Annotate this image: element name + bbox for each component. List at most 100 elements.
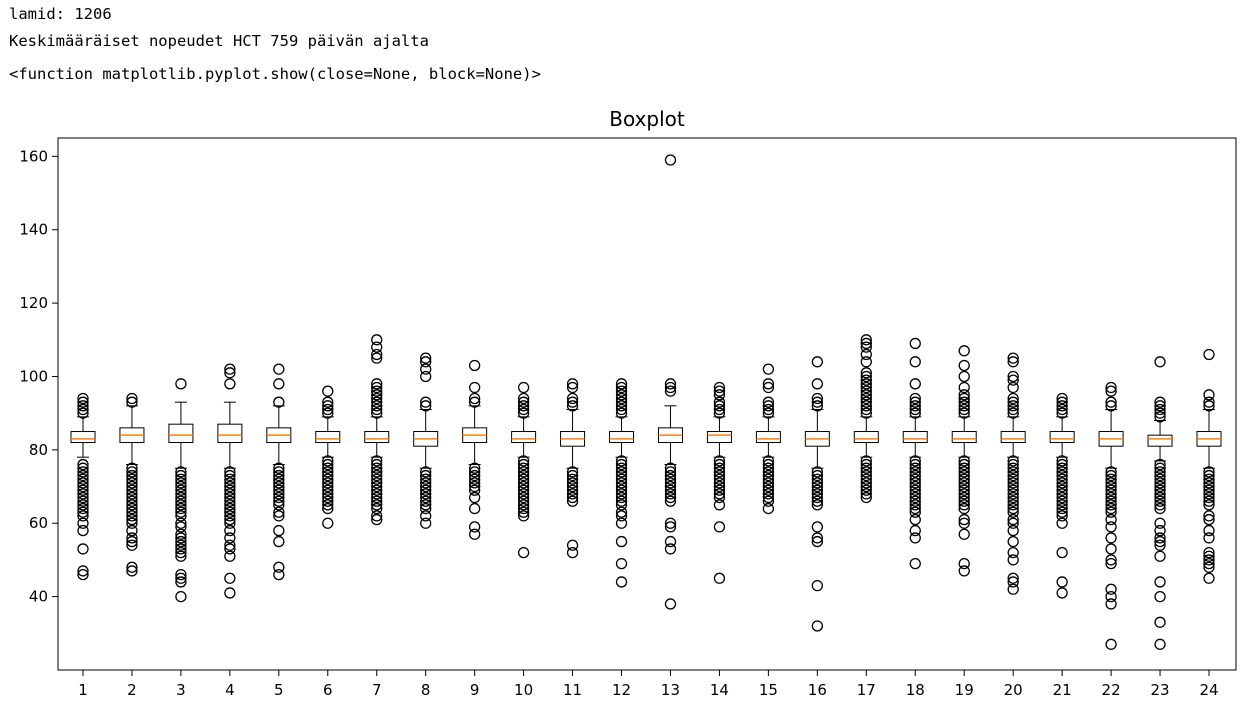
flier-point xyxy=(615,495,628,507)
flier-point xyxy=(420,517,432,529)
flier-point xyxy=(1203,466,1215,478)
flier-point xyxy=(420,356,432,368)
flier-point xyxy=(126,396,138,408)
flier-point xyxy=(224,543,236,555)
flier-point xyxy=(517,506,530,518)
flier-point xyxy=(420,488,432,500)
flier-point xyxy=(909,502,921,515)
flier-point xyxy=(1105,598,1117,610)
flier-point xyxy=(175,469,187,482)
flier-point xyxy=(1154,477,1166,489)
flier-point xyxy=(1105,583,1117,595)
flier-point xyxy=(126,506,138,518)
x-tick-label: 15 xyxy=(759,681,778,699)
box xyxy=(853,431,879,444)
flier-point xyxy=(126,466,138,478)
flier-point xyxy=(371,480,383,493)
box xyxy=(1147,434,1173,447)
flier-point xyxy=(762,480,775,493)
x-tick-label: 2 xyxy=(127,681,137,699)
flier-point xyxy=(175,539,187,551)
flier-point xyxy=(713,407,726,419)
flier-point xyxy=(1105,396,1117,408)
flier-point xyxy=(860,480,872,493)
flier-point xyxy=(615,480,628,493)
flier-point xyxy=(517,392,530,405)
flier-point xyxy=(1007,506,1019,518)
flier-point xyxy=(273,477,285,489)
flier-point xyxy=(371,396,383,408)
flier-point xyxy=(713,381,726,394)
flier-point xyxy=(77,407,89,419)
flier-point xyxy=(713,469,726,482)
flier-point xyxy=(713,473,726,485)
flier-point xyxy=(126,565,138,577)
flier-point xyxy=(224,495,236,507)
flier-point xyxy=(1203,389,1215,401)
flier-point xyxy=(909,524,921,537)
flier-point xyxy=(664,495,677,507)
flier-point xyxy=(224,506,236,518)
flier-point xyxy=(615,400,628,412)
box xyxy=(315,431,341,444)
flier-point xyxy=(909,392,921,405)
flier-point xyxy=(1007,495,1019,507)
flier-point xyxy=(1203,499,1215,511)
y-tick-label: 120 xyxy=(19,294,48,312)
flier-point xyxy=(420,499,432,511)
flier-point xyxy=(811,356,823,368)
flier-point xyxy=(371,381,383,394)
flier-point xyxy=(958,473,970,485)
x-tick-label: 21 xyxy=(1053,681,1072,699)
flier-point xyxy=(273,524,285,537)
flier-point xyxy=(126,495,138,507)
flier-point xyxy=(420,396,432,408)
flier-point xyxy=(762,484,775,496)
flier-point xyxy=(517,469,530,482)
flier-point xyxy=(909,469,921,482)
flier-point xyxy=(175,521,187,533)
box xyxy=(951,431,977,444)
flier-point xyxy=(615,458,628,471)
flier-point xyxy=(909,356,921,368)
flier-point xyxy=(860,367,872,379)
flier-point xyxy=(958,565,970,577)
flier-point xyxy=(126,532,138,544)
flier-point xyxy=(566,539,579,551)
flier-point xyxy=(469,381,481,394)
flier-point xyxy=(1056,587,1068,599)
x-tick-label: 17 xyxy=(857,681,876,699)
flier-point xyxy=(713,491,726,504)
flier-point xyxy=(1105,521,1117,533)
flier-point xyxy=(1203,488,1215,500)
flier-point xyxy=(860,477,872,489)
flier-point xyxy=(860,337,872,350)
flier-point xyxy=(1154,491,1166,504)
flier-point xyxy=(1007,480,1019,493)
flier-point xyxy=(322,396,334,408)
flier-point xyxy=(1203,546,1215,559)
y-tick-label: 80 xyxy=(29,441,48,459)
flier-point xyxy=(322,495,334,507)
flier-point xyxy=(273,462,285,474)
flier-point xyxy=(860,389,872,401)
flier-point xyxy=(713,400,726,412)
flier-point xyxy=(1007,535,1019,548)
flier-point xyxy=(615,517,628,529)
flier-point xyxy=(1007,392,1019,405)
flier-point xyxy=(224,491,236,504)
flier-point xyxy=(420,473,432,485)
flier-point xyxy=(1154,517,1166,529)
flier-point xyxy=(762,381,775,394)
flier-point xyxy=(1007,524,1019,537)
flier-point xyxy=(77,400,89,412)
x-tick-label: 12 xyxy=(612,681,631,699)
flier-point xyxy=(1007,517,1019,529)
flier-point xyxy=(322,400,334,412)
flier-point xyxy=(77,510,89,522)
flier-point xyxy=(909,396,921,408)
flier-point xyxy=(175,477,187,489)
flier-point xyxy=(371,466,383,478)
flier-point xyxy=(615,403,628,416)
